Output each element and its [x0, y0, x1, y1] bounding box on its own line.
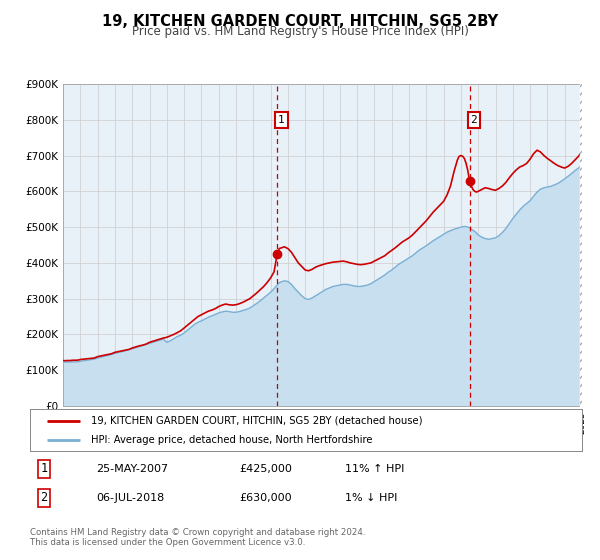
- Text: 2: 2: [470, 115, 477, 125]
- Text: 11% ↑ HPI: 11% ↑ HPI: [344, 464, 404, 474]
- Text: 1: 1: [278, 115, 285, 125]
- Text: Price paid vs. HM Land Registry's House Price Index (HPI): Price paid vs. HM Land Registry's House …: [131, 25, 469, 38]
- Text: £630,000: £630,000: [240, 493, 292, 503]
- Text: 1% ↓ HPI: 1% ↓ HPI: [344, 493, 397, 503]
- Text: Contains HM Land Registry data © Crown copyright and database right 2024.: Contains HM Land Registry data © Crown c…: [30, 528, 365, 536]
- Text: This data is licensed under the Open Government Licence v3.0.: This data is licensed under the Open Gov…: [30, 538, 305, 547]
- Text: 19, KITCHEN GARDEN COURT, HITCHIN, SG5 2BY: 19, KITCHEN GARDEN COURT, HITCHIN, SG5 2…: [102, 14, 498, 29]
- Text: 25-MAY-2007: 25-MAY-2007: [96, 464, 169, 474]
- Text: £425,000: £425,000: [240, 464, 293, 474]
- Text: 06-JUL-2018: 06-JUL-2018: [96, 493, 164, 503]
- Text: HPI: Average price, detached house, North Hertfordshire: HPI: Average price, detached house, Nort…: [91, 435, 372, 445]
- Text: 1: 1: [40, 462, 47, 475]
- Text: 2: 2: [40, 491, 47, 505]
- Text: 19, KITCHEN GARDEN COURT, HITCHIN, SG5 2BY (detached house): 19, KITCHEN GARDEN COURT, HITCHIN, SG5 2…: [91, 416, 422, 426]
